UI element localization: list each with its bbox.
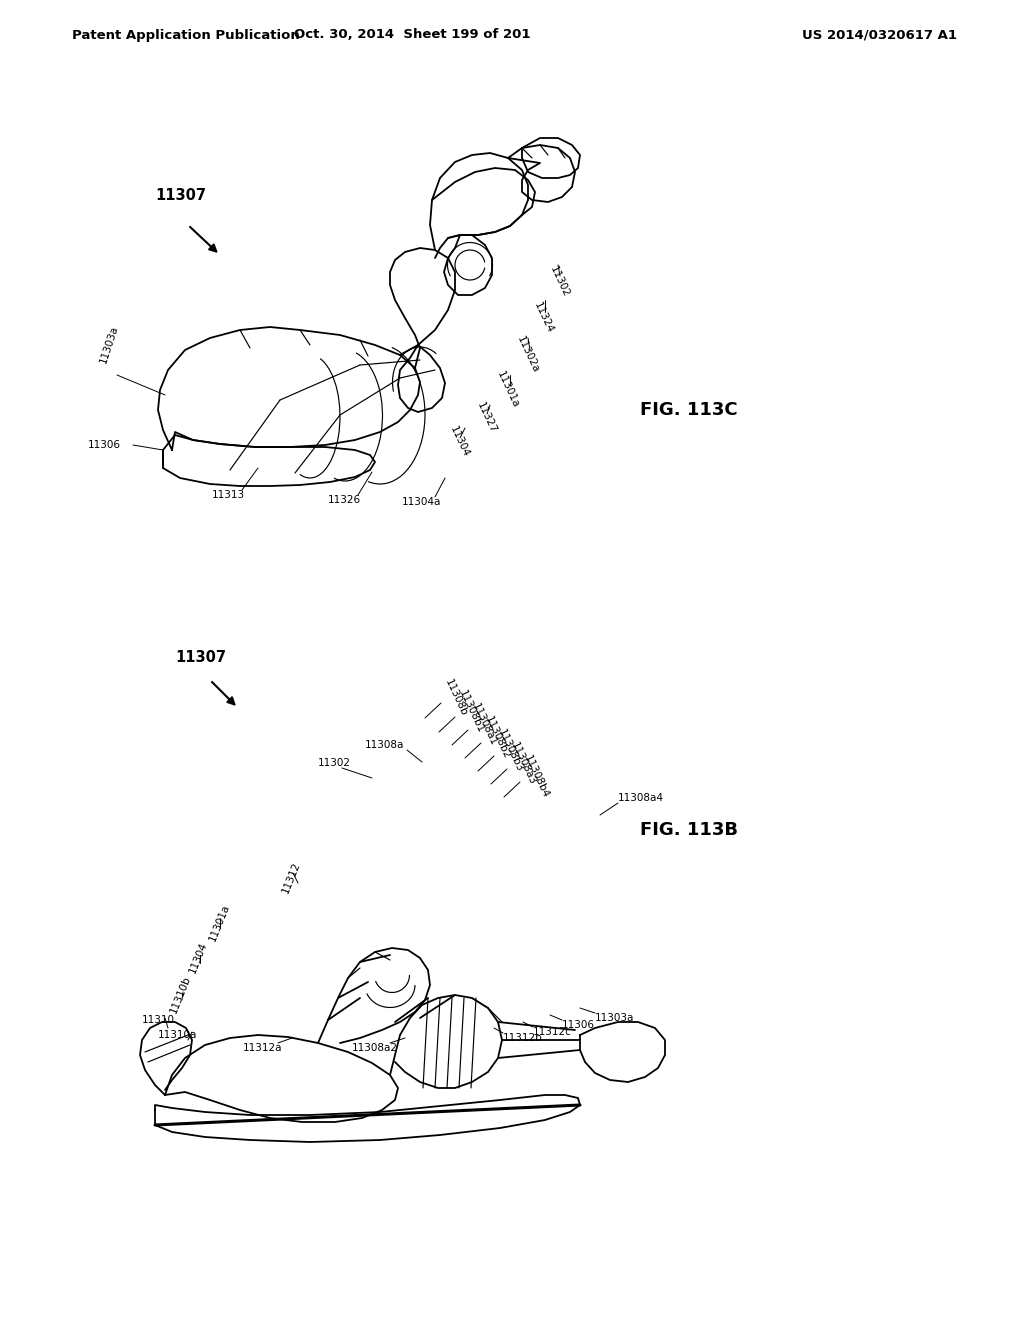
Text: 11306: 11306 <box>88 440 121 450</box>
Text: 11308a3: 11308a3 <box>509 741 538 787</box>
Text: 11308b2: 11308b2 <box>483 715 512 762</box>
Text: 11308b4: 11308b4 <box>522 754 551 800</box>
Text: 11310b: 11310b <box>168 974 193 1015</box>
Text: 11312a: 11312a <box>243 1043 283 1053</box>
Text: Oct. 30, 2014  Sheet 199 of 201: Oct. 30, 2014 Sheet 199 of 201 <box>294 29 530 41</box>
Text: 11301a: 11301a <box>495 370 520 411</box>
Text: 11303a: 11303a <box>98 325 120 366</box>
Text: 11308a4: 11308a4 <box>618 793 664 803</box>
Text: FIG. 113C: FIG. 113C <box>640 401 737 418</box>
Text: 11313: 11313 <box>212 490 245 500</box>
Text: 11307: 11307 <box>175 651 226 665</box>
Text: 11303a: 11303a <box>595 1012 635 1023</box>
Text: 11327: 11327 <box>475 401 498 436</box>
Text: 11302: 11302 <box>548 265 571 300</box>
Text: Patent Application Publication: Patent Application Publication <box>72 29 300 41</box>
Text: 11306: 11306 <box>562 1020 595 1030</box>
Text: 11308b: 11308b <box>443 678 469 718</box>
Text: 11304: 11304 <box>449 425 471 459</box>
Text: 11312c: 11312c <box>534 1027 571 1038</box>
Text: 11308a2: 11308a2 <box>352 1043 398 1053</box>
Text: 11302a: 11302a <box>515 335 541 375</box>
Text: 11307: 11307 <box>155 187 206 202</box>
Text: 11302: 11302 <box>318 758 351 768</box>
Text: 11308a1: 11308a1 <box>470 702 499 748</box>
Text: 11308b1: 11308b1 <box>457 689 485 735</box>
Text: 11304: 11304 <box>187 941 209 975</box>
Text: US 2014/0320617 A1: US 2014/0320617 A1 <box>803 29 957 41</box>
Text: 11308a: 11308a <box>365 741 404 750</box>
Text: 11312b: 11312b <box>503 1034 543 1043</box>
Text: 11310: 11310 <box>142 1015 175 1026</box>
Text: 11312: 11312 <box>280 861 302 895</box>
Text: 11308b3: 11308b3 <box>496 727 524 774</box>
Text: 11326: 11326 <box>328 495 361 506</box>
Text: 11310a: 11310a <box>158 1030 198 1040</box>
Text: 11324: 11324 <box>532 301 555 335</box>
Text: FIG. 113B: FIG. 113B <box>640 821 738 840</box>
Text: 11304a: 11304a <box>402 498 441 507</box>
Text: 11301a: 11301a <box>207 903 231 942</box>
